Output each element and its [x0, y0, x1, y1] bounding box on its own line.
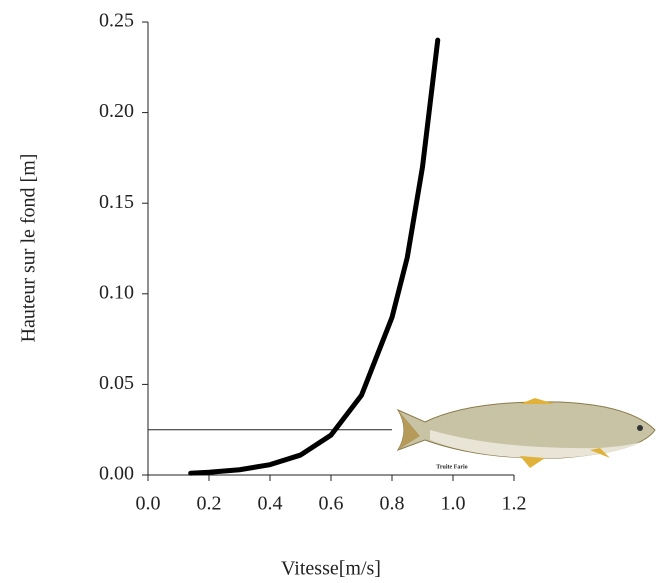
y-tick-label: 0.05 — [99, 372, 134, 394]
x-tick-label: 0.4 — [258, 493, 283, 515]
y-tick-label: 0.20 — [99, 100, 134, 122]
data-line — [188, 37, 441, 476]
x-tick-label: 0.6 — [319, 493, 344, 515]
x-tick-label: 0.8 — [380, 493, 405, 515]
y-tick-label: 0.25 — [99, 10, 134, 32]
x-tick-label: 1.2 — [502, 493, 527, 515]
y-axis-label: Hauteur sur le fond [m] — [18, 154, 40, 343]
x-tick-label: 0.0 — [136, 493, 161, 515]
fish-illustration — [396, 398, 656, 468]
y-tick-label: 0.00 — [99, 463, 134, 485]
x-tick-label: 1.0 — [441, 493, 466, 515]
y-tick-label: 0.10 — [99, 281, 134, 303]
x-axis-label: Vitesse[m/s] — [281, 558, 381, 580]
y-tick-label: 0.15 — [99, 191, 134, 213]
x-tick-label: 0.2 — [197, 493, 222, 515]
fish-caption: Truite Fario — [436, 464, 467, 470]
